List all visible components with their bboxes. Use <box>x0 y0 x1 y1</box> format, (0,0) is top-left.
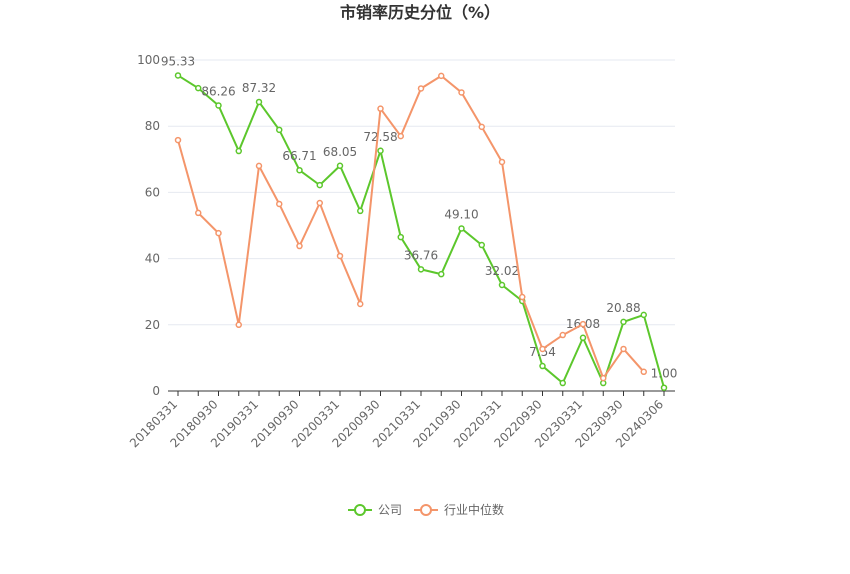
data-label: 36.76 <box>404 248 438 262</box>
point <box>559 379 566 387</box>
data-label: 68.05 <box>323 145 357 159</box>
point <box>438 72 445 80</box>
point <box>539 362 546 370</box>
data-label: 49.10 <box>444 207 478 221</box>
point <box>539 345 546 353</box>
point <box>195 84 202 92</box>
point <box>215 229 222 237</box>
y-tick-label: 60 <box>145 185 160 199</box>
point <box>458 225 465 232</box>
data-label: 95.33 <box>161 54 195 68</box>
data-label: 86.26 <box>201 84 235 98</box>
point <box>579 334 587 342</box>
point <box>478 123 485 131</box>
point <box>600 374 607 382</box>
point <box>357 207 364 215</box>
data-label: 1.00 <box>651 367 678 381</box>
point <box>377 105 384 112</box>
point <box>498 281 506 289</box>
point <box>640 311 647 319</box>
point <box>316 181 323 189</box>
point <box>377 147 384 155</box>
point <box>336 252 344 260</box>
legend-marker <box>420 504 432 516</box>
point <box>296 166 303 174</box>
data-label: 20.88 <box>606 301 640 315</box>
legend-label: 行业中位数 <box>444 502 504 517</box>
data-label: 66.71 <box>282 149 316 163</box>
chart-title: 市销率历史分位（%） <box>340 3 500 22</box>
y-tick-label: 0 <box>152 384 160 398</box>
point <box>276 126 283 134</box>
point <box>357 300 364 308</box>
y-tick-label: 100 <box>137 53 160 67</box>
point <box>620 318 627 326</box>
point <box>235 321 242 329</box>
series-line <box>177 74 645 381</box>
point <box>438 270 445 278</box>
point <box>620 345 627 353</box>
legend-marker <box>354 504 366 516</box>
point <box>174 136 182 144</box>
y-tick-label: 80 <box>145 119 160 133</box>
point <box>458 89 465 96</box>
point <box>397 233 404 241</box>
point <box>195 209 202 217</box>
y-tick-label: 20 <box>145 318 160 332</box>
y-tick-label: 40 <box>145 252 160 266</box>
point <box>417 85 425 92</box>
legend-label: 公司 <box>378 503 402 517</box>
point <box>478 241 485 249</box>
data-label: 72.58 <box>363 130 397 144</box>
point <box>174 72 182 79</box>
point <box>498 158 506 166</box>
point <box>559 331 566 339</box>
point <box>640 368 647 376</box>
point <box>255 98 263 106</box>
data-label: 32.02 <box>485 264 519 278</box>
point <box>296 242 303 250</box>
point <box>336 162 344 170</box>
point <box>660 384 668 391</box>
point <box>579 320 587 328</box>
point <box>397 132 404 140</box>
point <box>255 162 263 170</box>
point <box>417 266 425 273</box>
point <box>215 102 222 109</box>
point <box>519 293 526 301</box>
point <box>235 147 242 155</box>
data-label: 87.32 <box>242 81 276 95</box>
point <box>276 200 283 208</box>
point <box>316 199 323 207</box>
